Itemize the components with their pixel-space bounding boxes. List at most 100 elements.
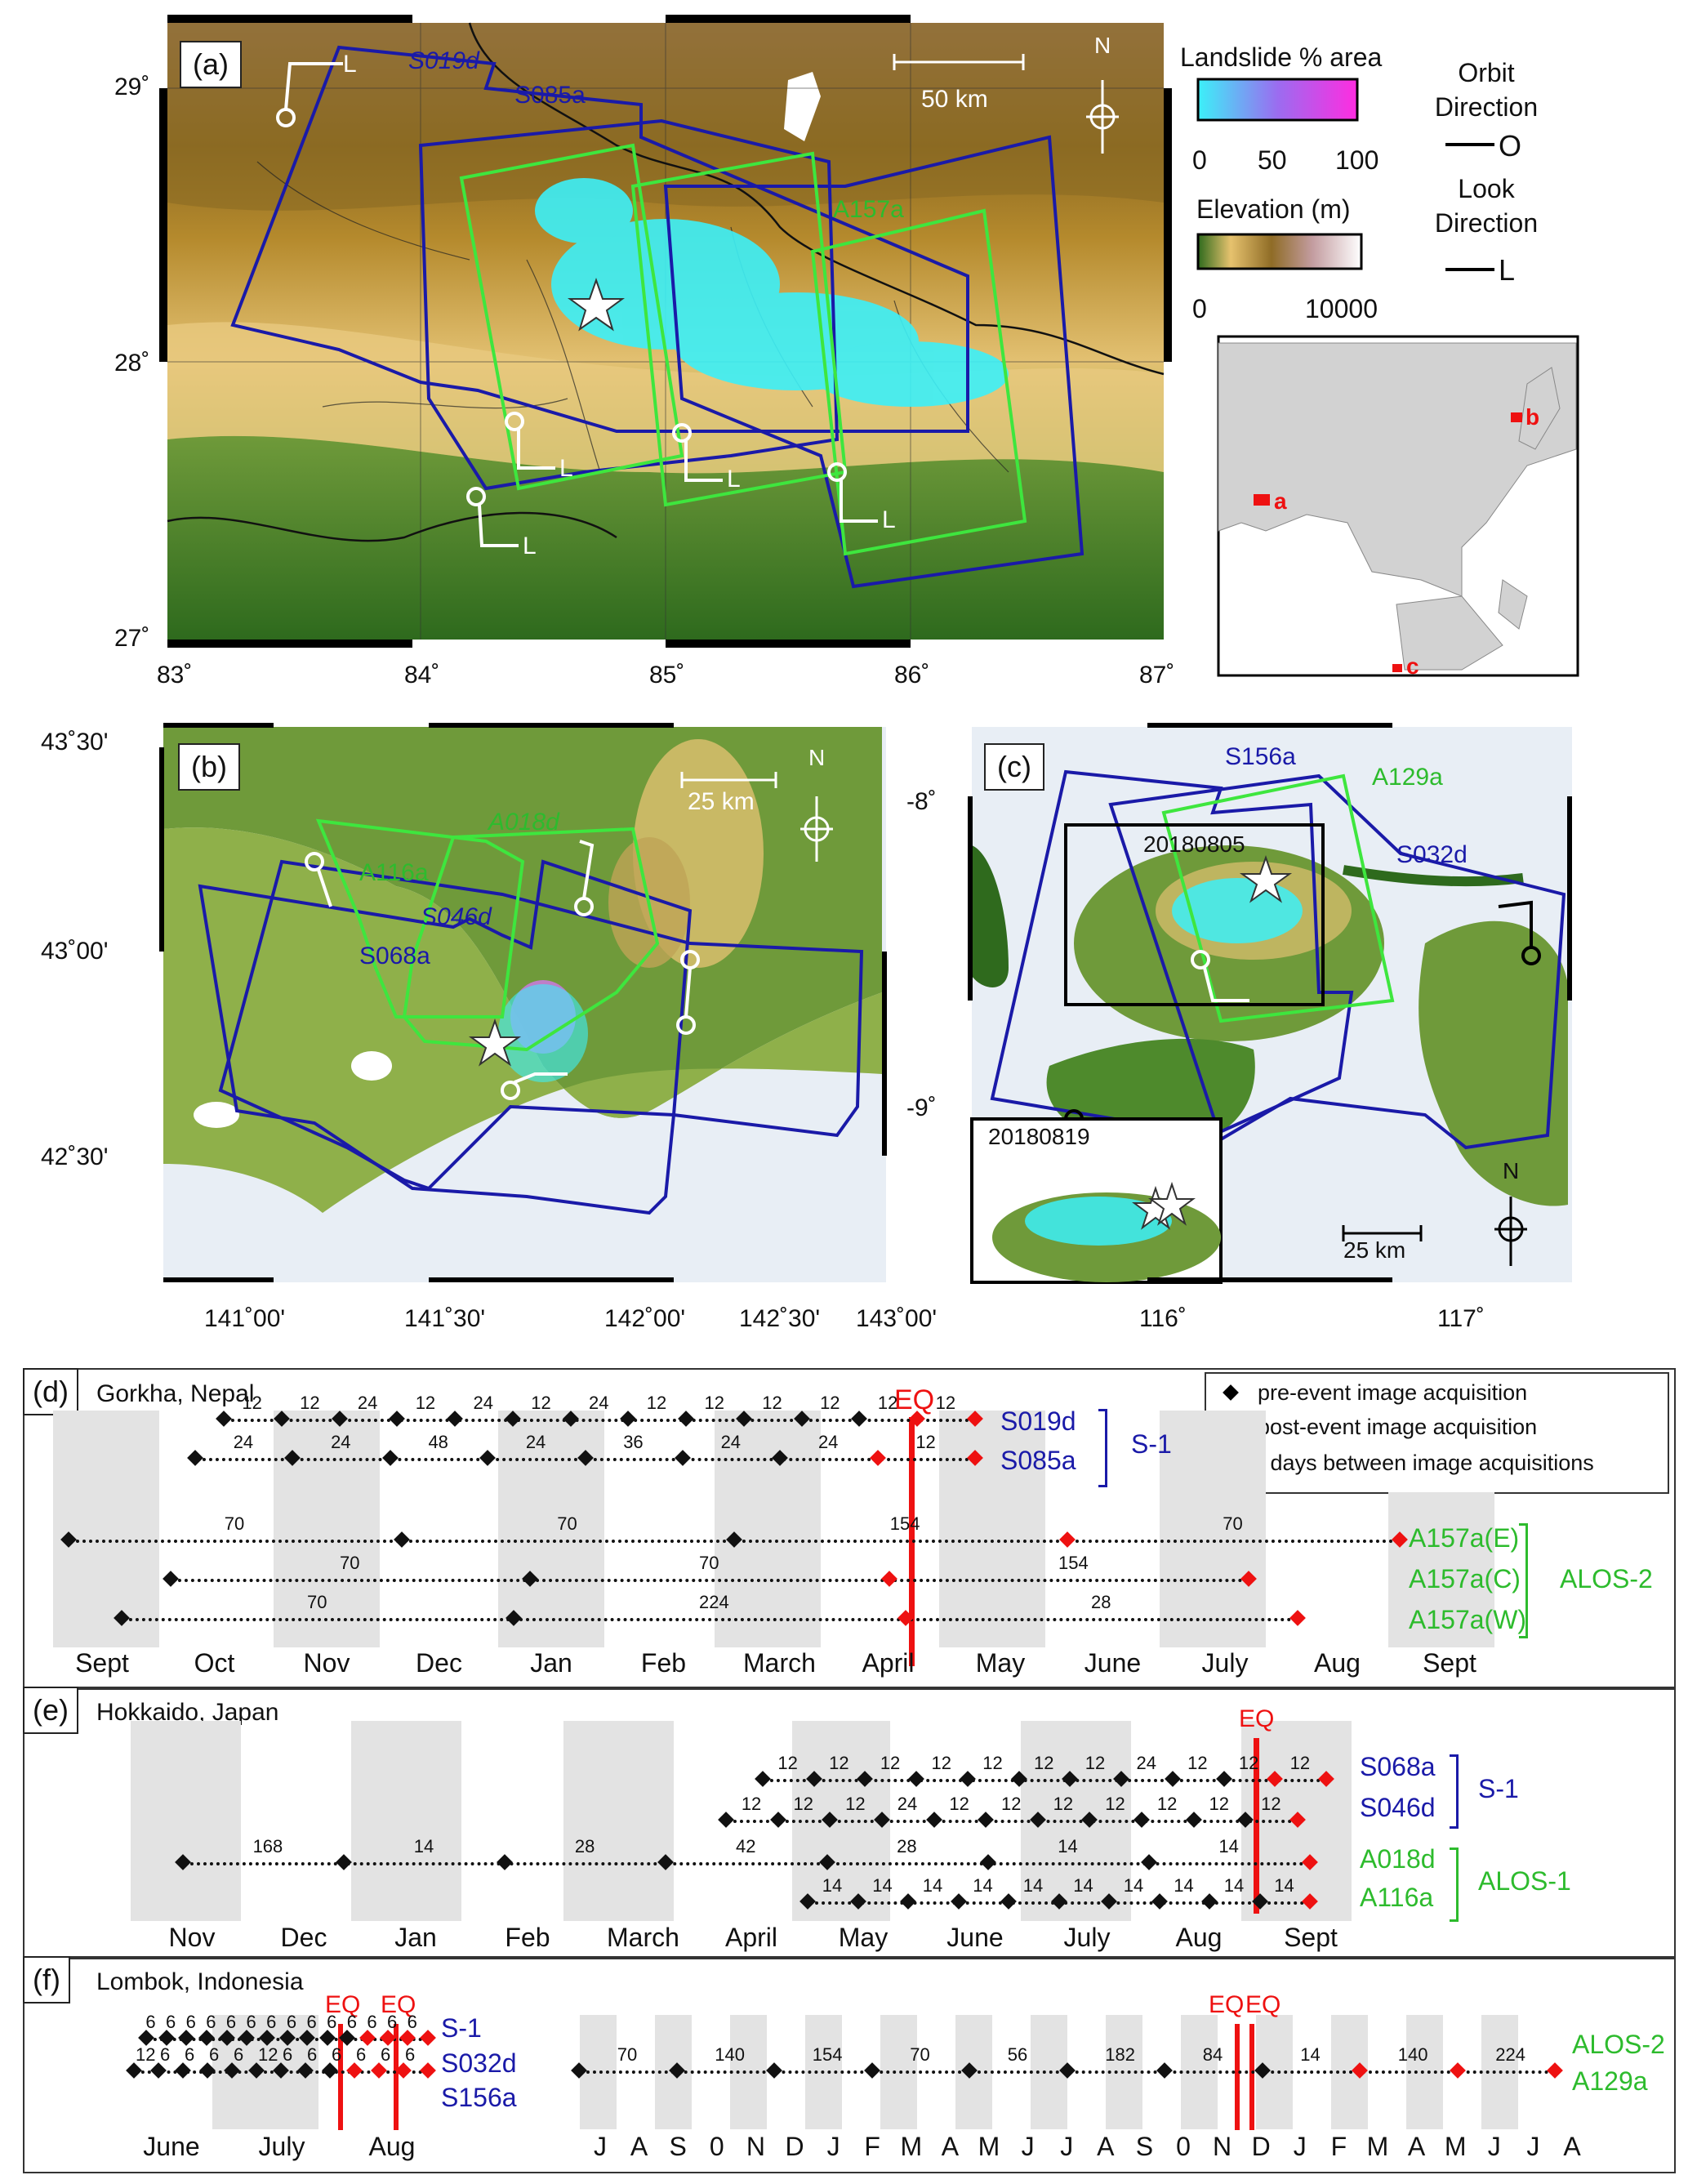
eq-label: EQ (381, 1991, 416, 2018)
month-label: June (1084, 1648, 1142, 1678)
elevation-legend-title: Elevation (m) (1196, 194, 1351, 224)
orbit-arrow-icon (1445, 143, 1494, 146)
sat-label: S046d (1360, 1793, 1436, 1822)
month-label: March (743, 1648, 816, 1678)
lon-tick: 85˚ (649, 662, 685, 689)
month-label: Feb (640, 1648, 687, 1678)
landslide-legend-title: Landslide % area (1180, 42, 1383, 72)
gap-days: 6 (160, 2044, 171, 2065)
s1-bracket (1450, 1754, 1459, 1829)
timeline-months-f-left: June July Aug (0, 2132, 490, 2164)
elevation-colorbar (1196, 233, 1363, 270)
date-label: 20180819 (988, 1124, 1090, 1149)
gap-days: 12 (1053, 1794, 1074, 1814)
gap-days: 12 (1187, 1753, 1208, 1773)
month-label: J (594, 2132, 607, 2161)
lat-tick: 42˚30' (41, 1143, 109, 1170)
gap-days: 6 (307, 2044, 318, 2065)
month-label: A (630, 2132, 648, 2161)
gap-days: 70 (557, 1513, 577, 1534)
month-label: S (669, 2132, 687, 2161)
gap-days: 12 (877, 1393, 898, 1413)
gap-days: 14 (872, 1875, 893, 1896)
month-label: N (1213, 2132, 1232, 2161)
month-label: Aug (368, 2132, 416, 2161)
gap-days: 12 (1238, 1753, 1259, 1773)
gap-days: 24 (473, 1393, 493, 1413)
gap-days: 6 (407, 2012, 417, 2032)
gap-days: 6 (266, 2012, 277, 2032)
gap-days: 12 (531, 1393, 551, 1413)
month-label: A (1407, 2132, 1426, 2161)
svg-text:L: L (559, 455, 573, 482)
gap-days: 24 (589, 1393, 609, 1413)
scale-text: 25 km (1343, 1237, 1406, 1263)
gap-days: 14 (1058, 1836, 1078, 1856)
track-label: A018d (488, 809, 559, 836)
gap-days: 70 (307, 1592, 327, 1612)
group-label: S-1 (1478, 1774, 1519, 1803)
timeline-row-line (764, 1779, 1327, 1782)
legend-days: ‘154’ days between image acquisitions (1218, 1451, 1594, 1475)
gap-days: 6 (185, 2044, 195, 2065)
month-label: A (941, 2132, 960, 2161)
gap-days: 28 (1091, 1592, 1111, 1612)
timeline-legend-box (1205, 1372, 1669, 1494)
gap-days: 12 (1209, 1794, 1230, 1814)
legend-post: post-event image acquisition (1258, 1415, 1538, 1439)
eq-line (1254, 1738, 1259, 1914)
gap-days: 14 (413, 1836, 434, 1856)
lon-tick: 142˚30' (739, 1305, 821, 1332)
month-label: Oct (194, 1648, 235, 1678)
month-label: July (258, 2132, 305, 2161)
month-label: May (838, 1923, 889, 1952)
month-label: June (143, 2132, 200, 2161)
lon-tick: 141˚30' (404, 1305, 486, 1332)
look-arrow-icon (1445, 268, 1494, 271)
month-label: J (1293, 2132, 1307, 2161)
eq-label: EQ (325, 1991, 361, 2018)
month-label: J (826, 2132, 840, 2161)
gap-days: 12 (829, 1753, 849, 1773)
gap-days: 6 (185, 2012, 196, 2032)
landslide-tick: 50 (1258, 145, 1287, 175)
north-label: N (1503, 1158, 1520, 1183)
month-label: Jan (530, 1648, 572, 1678)
gap-days: 14 (1274, 1875, 1294, 1896)
month-label: Feb (505, 1923, 550, 1952)
month-label: Aug (1314, 1648, 1361, 1678)
gap-days: 12 (820, 1393, 840, 1413)
track-label: A157a (833, 196, 904, 223)
lon-tick: 83˚ (157, 662, 193, 689)
timeline-d-chart (53, 1411, 1494, 1647)
month-label: M (900, 2132, 923, 2161)
lon-tick: 141˚00' (204, 1305, 286, 1332)
eq-label: EQ (1209, 1991, 1245, 2018)
eq-label: EQ (1239, 1705, 1275, 1732)
timeline-f-box (23, 1956, 1676, 2173)
lat-tick: 29˚ (114, 74, 150, 100)
gap-days: 12 (242, 1393, 262, 1413)
sat-label: S068a (1360, 1752, 1436, 1781)
gap-days: 48 (428, 1432, 448, 1452)
gap-days: 6 (327, 2012, 337, 2032)
gap-days: 12 (1001, 1794, 1022, 1814)
panel-f-label: (f) (23, 1956, 70, 2003)
month-label: May (975, 1648, 1026, 1678)
month-label: Nov (168, 1923, 216, 1952)
panel-b-map (159, 723, 887, 1282)
gap-days: 14 (1300, 2044, 1321, 2065)
elevation-tick: 0 (1192, 294, 1207, 323)
sat-label: S156a (441, 2083, 517, 2112)
gap-days: 12 (704, 1393, 725, 1413)
look-l: L (343, 51, 357, 78)
group-label: S-1 (441, 2013, 482, 2043)
sat-label: A129a (1572, 2066, 1648, 2096)
timeline-d-box (23, 1368, 1676, 1690)
gap-days: 6 (165, 2012, 176, 2032)
gap-days: 28 (574, 1836, 595, 1856)
timeline-months-d: Sept Oct Nov Dec Jan Feb March April May June July… (0, 1648, 1688, 1681)
gap-days: 224 (1495, 2044, 1525, 2065)
gap-days: 42 (736, 1836, 756, 1856)
gap-days: 6 (283, 2044, 293, 2065)
